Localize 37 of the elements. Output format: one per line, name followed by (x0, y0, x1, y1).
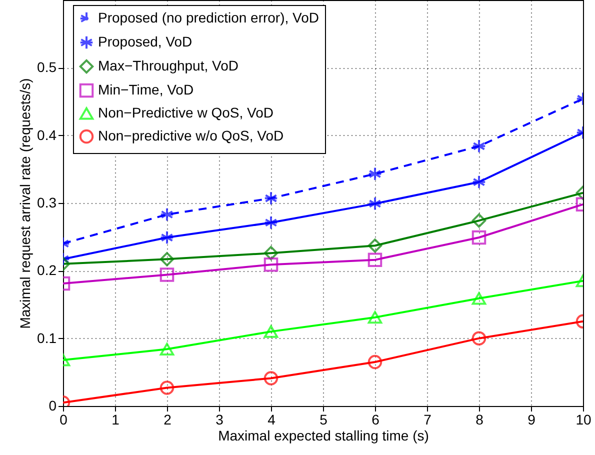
legend-label: Non−Predictive w QoS, VoD (98, 104, 274, 120)
legend-label: Proposed, VoD (98, 34, 192, 50)
x-tick-label: 4 (268, 412, 276, 428)
x-tick-label: 3 (216, 412, 224, 428)
point (264, 371, 278, 386)
y-tick-label: 0 (48, 398, 57, 414)
y-tick-label: 0.5 (37, 59, 57, 76)
point (368, 311, 382, 324)
point (368, 354, 382, 370)
x-tick-label: 9 (528, 412, 536, 428)
legend-label: Proposed (no prediction error), VoD (98, 10, 319, 26)
point (264, 257, 278, 272)
x-tick-label: 8 (476, 412, 484, 428)
x-axis-title: Maximal expected stalling time (s) (218, 428, 429, 444)
point (368, 166, 382, 182)
y-axis-title: Maximal request arrival rate (requests/s) (17, 78, 34, 329)
x-tick-label: 0 (60, 412, 68, 428)
x-tick-label: 10 (576, 412, 592, 428)
x-tick-label: 5 (320, 412, 328, 428)
legend-label: Min−Time, VoD (98, 82, 194, 98)
y-tick-label: 0.4 (37, 126, 57, 143)
x-tick-label: 6 (372, 412, 380, 428)
x-tick-label: 2 (164, 412, 172, 428)
point (368, 196, 382, 211)
y-tick-label: 0.3 (37, 194, 57, 210)
y-tick-label: 0.1 (37, 330, 57, 346)
point (264, 216, 278, 230)
point (264, 246, 278, 260)
y-tick-label: 0.2 (37, 262, 57, 278)
x-tick-label: 7 (424, 412, 432, 428)
point (264, 191, 278, 206)
point (368, 238, 382, 253)
legend-label: Max−Throughput, VoD (98, 58, 238, 74)
x-tick-label: 1 (112, 412, 120, 428)
point (264, 325, 278, 338)
point (368, 252, 382, 267)
legend-label: Non−predictive w/o QoS, VoD (98, 128, 284, 144)
